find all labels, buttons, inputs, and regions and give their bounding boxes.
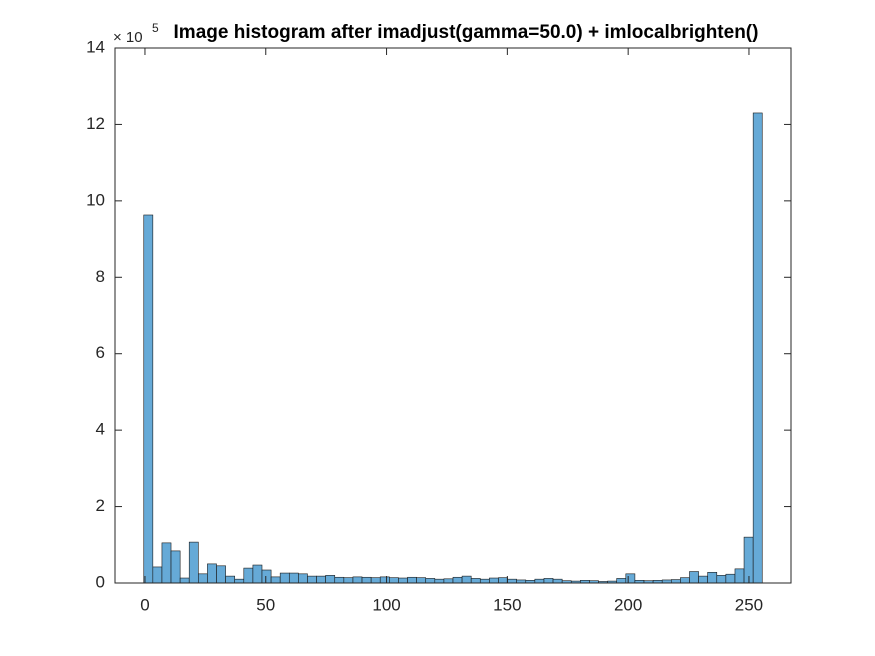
bar [343, 577, 354, 584]
bar [370, 577, 381, 584]
x-tick-label: 100 [372, 595, 400, 614]
bar [407, 576, 417, 584]
bar [270, 576, 281, 584]
bar [498, 577, 508, 584]
bar [298, 573, 308, 584]
y-tick-label: 8 [96, 267, 105, 286]
bar [507, 578, 517, 584]
bar [543, 578, 554, 584]
bar [179, 577, 190, 584]
bar [398, 577, 408, 584]
bar [225, 575, 236, 584]
bar [307, 575, 317, 584]
bar [143, 214, 154, 584]
bar [416, 577, 427, 584]
bar [325, 575, 336, 584]
y-tick-label: 4 [96, 420, 105, 439]
bar [680, 577, 690, 584]
y-tick-label: 2 [96, 496, 105, 515]
bar [534, 578, 545, 584]
x-tick-label: 0 [140, 595, 149, 614]
bar [670, 579, 681, 584]
y-tick-label: 0 [96, 572, 105, 591]
bar [316, 575, 326, 584]
bar [616, 578, 627, 584]
bar [261, 569, 272, 584]
x-tick-label: 150 [493, 595, 521, 614]
bar [352, 576, 363, 584]
y-tick-label: 14 [86, 37, 105, 56]
bar [752, 112, 763, 584]
bar [461, 575, 472, 584]
bar [379, 576, 390, 584]
bar [452, 576, 463, 584]
bar [334, 576, 345, 584]
y-tick-label: 10 [86, 190, 105, 209]
y-exponent-power: 5 [152, 21, 159, 35]
y-tick-label: 12 [86, 114, 105, 133]
bar [689, 571, 699, 584]
chart-title: Image histogram after imadjust(gamma=50.… [174, 22, 759, 43]
bar [243, 567, 254, 584]
bar [625, 573, 636, 584]
bar [470, 578, 481, 584]
bar [489, 577, 499, 584]
bar [479, 578, 490, 584]
x-tick-label: 200 [614, 595, 642, 614]
bar [552, 578, 563, 584]
bar [288, 572, 299, 584]
bar [443, 578, 454, 584]
bar [198, 573, 208, 584]
bar [216, 565, 226, 584]
bar [361, 576, 372, 584]
y-exponent-base: × 10 [113, 29, 143, 46]
bar [389, 577, 399, 584]
x-tick-label: 250 [735, 595, 763, 614]
y-tick-label: 6 [96, 343, 105, 362]
axes-box [114, 47, 792, 584]
bar [734, 568, 745, 584]
bar [170, 550, 181, 584]
bar [698, 575, 708, 584]
bar [234, 578, 245, 584]
bar [434, 578, 445, 584]
bar [707, 571, 718, 584]
bar [152, 566, 163, 584]
bar [279, 572, 290, 584]
bar [207, 563, 217, 584]
bar [425, 578, 436, 584]
bar [161, 542, 172, 584]
bar [252, 564, 263, 584]
bar [725, 573, 736, 584]
x-tick-label: 50 [256, 595, 275, 614]
bar [188, 541, 199, 584]
bar [716, 575, 727, 584]
